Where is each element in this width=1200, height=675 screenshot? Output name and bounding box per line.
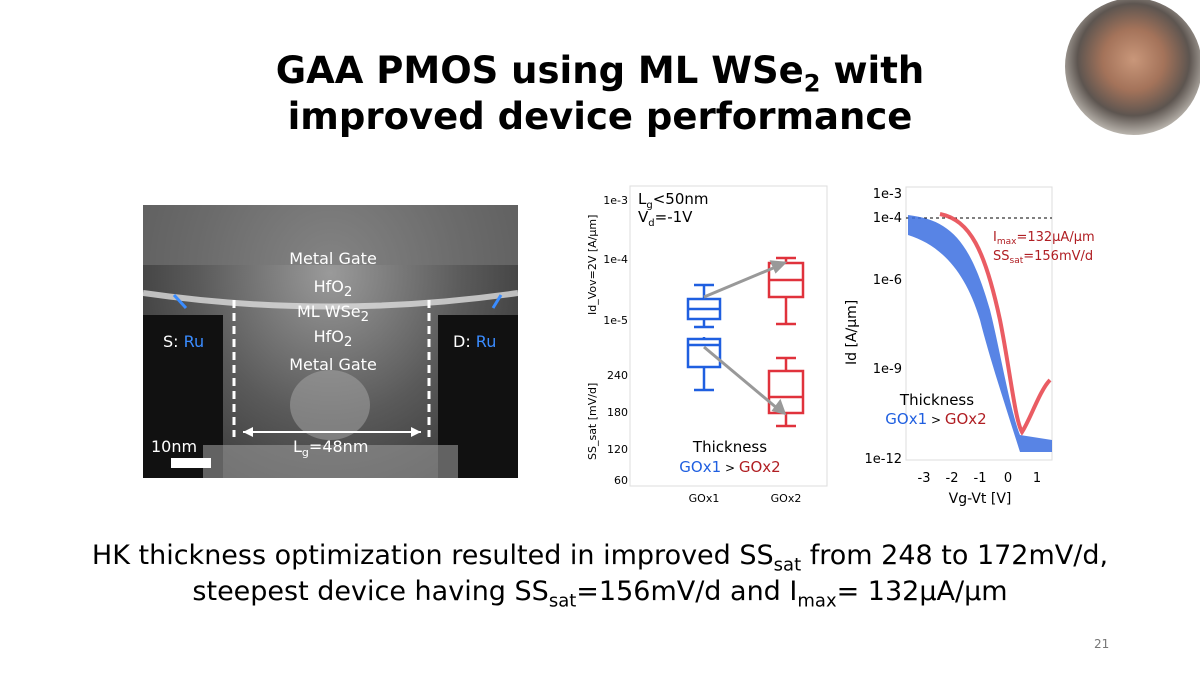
xtick: -3 bbox=[918, 471, 931, 486]
ylabel: Id [A/µm] bbox=[844, 300, 860, 365]
title-text: GAA PMOS using ML WSe bbox=[275, 49, 804, 92]
xlabel: Vg-Vt [V] bbox=[949, 491, 1012, 507]
summary-text: HK thickness optimization resulted in im… bbox=[91, 540, 1109, 612]
title-text: with bbox=[820, 49, 925, 92]
legend-title: Thickness bbox=[899, 391, 974, 409]
ytick: 120 bbox=[607, 443, 628, 456]
tem-image: Metal Gate HfO2 ML WSe2 HfO2 Metal Gate … bbox=[143, 205, 518, 478]
ytick: 60 bbox=[614, 474, 628, 487]
ytick: 1e-5 bbox=[603, 314, 628, 327]
boxplot-chart: Id_Vov=2V [A/µm] SS_sat [mV/d] Lg<50nm V… bbox=[586, 185, 828, 505]
transfer-curve-chart: 1e-3 1e-4 1e-6 1e-9 1e-12 Id [A/µm] Imax… bbox=[844, 186, 1095, 507]
legend-title: Thickness bbox=[692, 438, 767, 456]
ytick: 1e-6 bbox=[873, 273, 902, 288]
cond-vd: Vd=-1V bbox=[638, 208, 693, 229]
cond-lg: Lg<50nm bbox=[638, 190, 709, 211]
ytick: 240 bbox=[607, 369, 628, 382]
series-gox1 bbox=[908, 215, 1052, 452]
xtick: -2 bbox=[946, 471, 959, 486]
xtick: GOx2 bbox=[771, 492, 802, 505]
page-number: 21 bbox=[1094, 637, 1110, 651]
label-hfo2-top: HfO2 bbox=[313, 277, 353, 301]
trend-arrows bbox=[703, 260, 788, 416]
xtick: GOx1 bbox=[689, 492, 720, 505]
ytick: 1e-4 bbox=[873, 211, 902, 226]
ytick: 1e-3 bbox=[603, 194, 628, 207]
tem-overlay bbox=[143, 205, 518, 478]
ytick: 1e-9 bbox=[873, 362, 902, 377]
label-source: S: Ru bbox=[163, 332, 205, 351]
series-gox2 bbox=[939, 212, 1052, 436]
scale-bar-label: 10nm bbox=[151, 437, 198, 456]
label-wse2: ML WSe2 bbox=[296, 302, 370, 326]
title-line2: improved device performance bbox=[287, 95, 913, 138]
ytick: 1e-4 bbox=[603, 253, 628, 266]
legend: GOx1 > GOx2 bbox=[679, 458, 780, 476]
label-gate-length: Lg=48nm bbox=[293, 437, 369, 460]
xtick: -1 bbox=[974, 471, 987, 486]
xtick: 0 bbox=[1004, 471, 1012, 486]
box-gox1-ss bbox=[686, 337, 722, 392]
annotation-imax: Imax=132µA/µm bbox=[993, 230, 1095, 247]
xtick: 1 bbox=[1033, 471, 1041, 486]
title-subscript: 2 bbox=[803, 69, 821, 98]
slide-title: GAA PMOS using ML WSe2 with improved dev… bbox=[0, 48, 1200, 140]
box-gox1-id bbox=[686, 283, 722, 329]
ylabel-bottom: SS_sat [mV/d] bbox=[586, 383, 599, 460]
ylabel-top: Id_Vov=2V [A/µm] bbox=[586, 215, 599, 315]
presenter-webcam bbox=[1065, 0, 1200, 135]
box-gox2-ss bbox=[767, 356, 805, 428]
label-metal-gate-top: Metal Gate bbox=[289, 249, 377, 268]
ytick: 1e-3 bbox=[873, 187, 902, 202]
label-drain: D: Ru bbox=[453, 332, 497, 351]
ytick: 180 bbox=[607, 406, 628, 419]
label-hfo2-bottom: HfO2 bbox=[313, 327, 353, 351]
legend: GOx1 > GOx2 bbox=[885, 410, 986, 428]
annotation-ss: SSsat=156mV/d bbox=[993, 249, 1093, 266]
label-metal-gate-bottom: Metal Gate bbox=[289, 355, 377, 374]
ytick: 1e-12 bbox=[864, 452, 902, 467]
